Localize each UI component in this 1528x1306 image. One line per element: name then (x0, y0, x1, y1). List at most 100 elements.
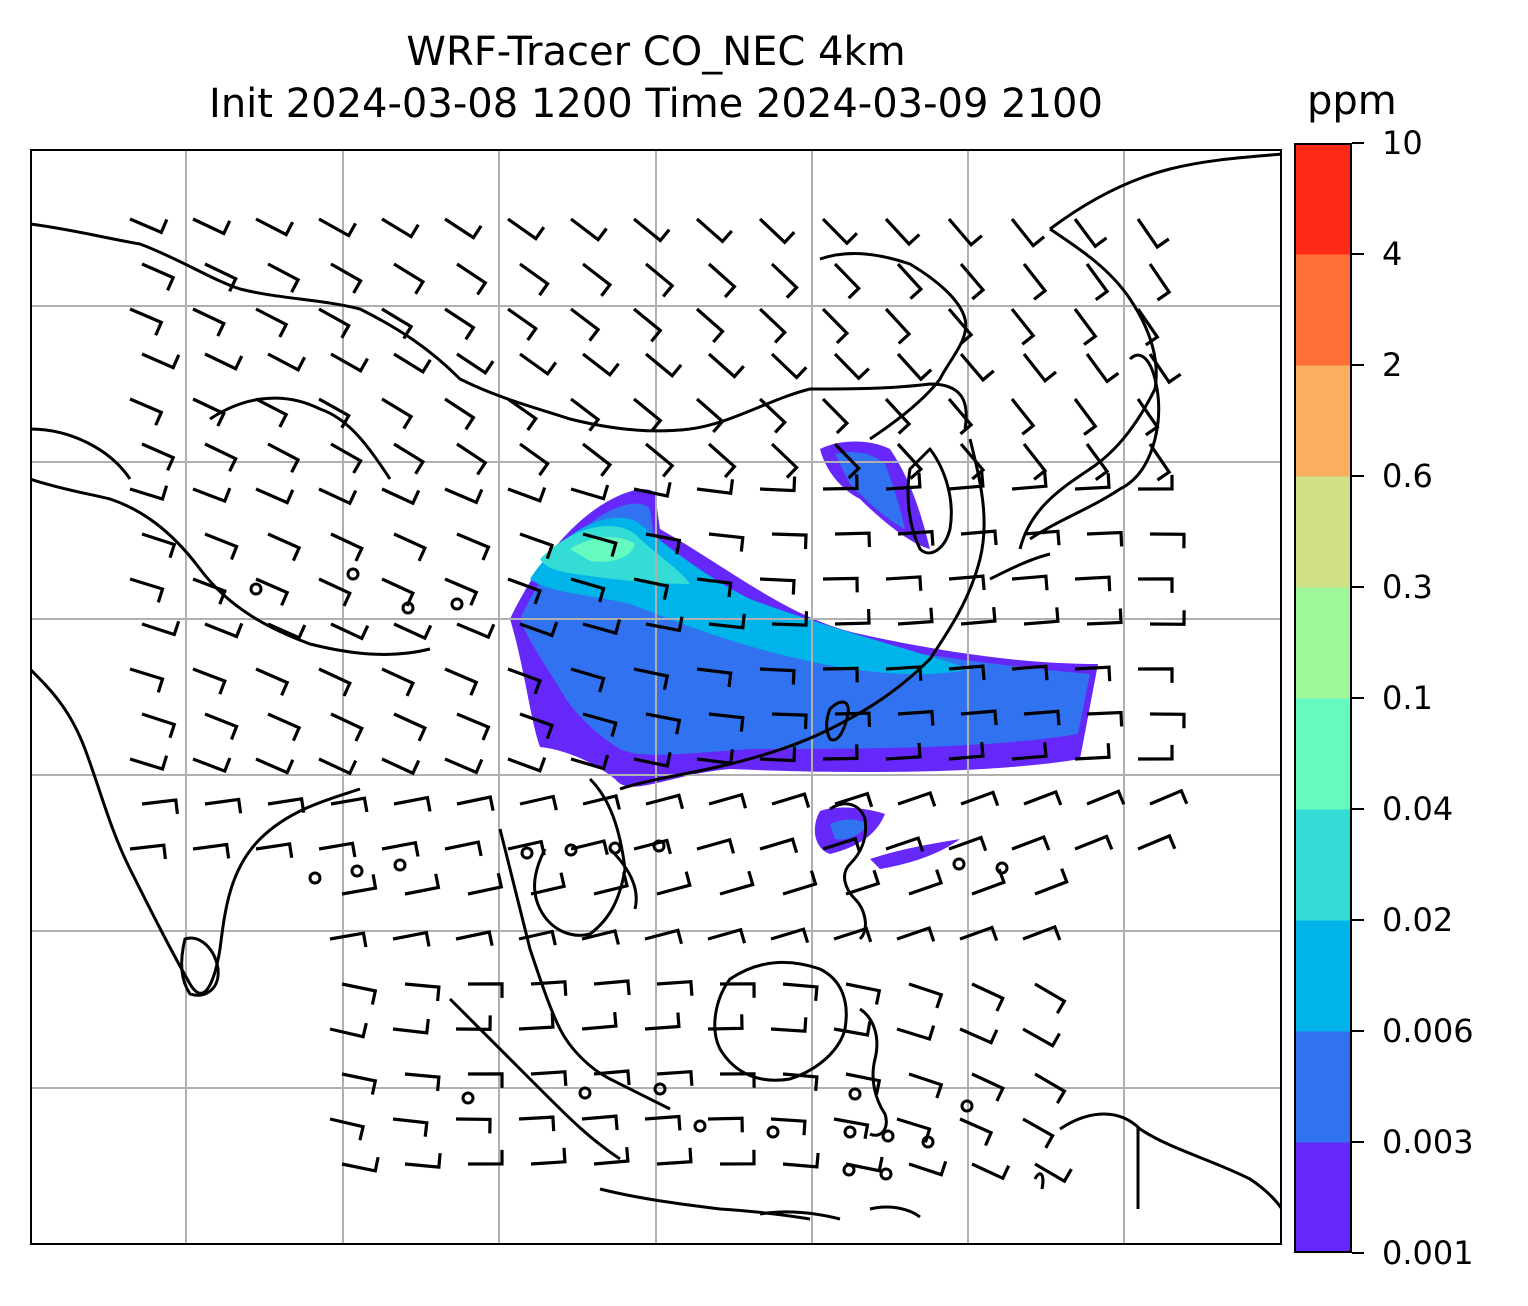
colorbar-tick-label: 10 (1382, 124, 1423, 162)
wind-barb (329, 1117, 366, 1141)
wind-barb (1074, 834, 1114, 851)
colorbar-swatch (1294, 1142, 1352, 1253)
wind-barb (455, 1117, 492, 1134)
wind-barb (404, 982, 441, 1002)
wind-barb (1137, 744, 1174, 761)
wind-barb (821, 307, 850, 345)
wind-barb (192, 397, 226, 427)
wind-barb (1148, 263, 1172, 302)
calm-markers (249, 567, 1009, 1181)
wind-barb (1149, 712, 1186, 729)
wind-barb (696, 749, 735, 765)
plume-north-core (835, 452, 905, 529)
wind-barb (318, 577, 352, 607)
wind-barb (141, 352, 181, 370)
plume-core-philippines (830, 819, 868, 840)
wind-barb (645, 616, 684, 633)
wind-barb (1149, 788, 1189, 806)
wind-barb (1086, 608, 1123, 626)
wind-barb (192, 757, 232, 774)
wind-barb (959, 925, 999, 942)
wind-barb (456, 795, 495, 812)
wind-barb (833, 262, 861, 300)
colorbar-tick-label: 0.006 (1382, 1012, 1474, 1050)
wind-barb (381, 397, 414, 430)
wind-barb (645, 532, 682, 555)
wind-barb (758, 397, 787, 434)
plume-band-4 (570, 537, 635, 562)
wind-barb (960, 790, 1000, 807)
wind-barb (770, 927, 810, 944)
wind-barb (1149, 610, 1186, 626)
wind-barb (959, 352, 995, 383)
colorbar-tick (1352, 697, 1364, 699)
wind-barb (581, 1114, 619, 1131)
wind-barb (570, 754, 610, 771)
wind-barb (959, 1117, 994, 1147)
wind-barb (204, 797, 243, 814)
wind-barb (570, 397, 601, 432)
wind-barb (255, 577, 290, 607)
wind-barb (708, 532, 745, 552)
wind-barb (896, 442, 924, 480)
wind-barb (1136, 308, 1160, 347)
wind-barb (204, 532, 239, 561)
wind-barb (633, 667, 670, 691)
wind-barb (960, 709, 998, 726)
wind-barb (782, 982, 819, 1002)
wind-barb (519, 532, 555, 560)
wind-barb (570, 667, 606, 693)
wind-barb (129, 667, 165, 693)
colorbar-tick-label: 0.02 (1382, 901, 1454, 939)
wind-barb (897, 529, 935, 546)
wind-barb (593, 979, 631, 996)
wind-barb (318, 397, 351, 429)
wind-barb (719, 870, 755, 896)
wind-barb (759, 476, 797, 493)
plume-philippines-tail (870, 839, 960, 869)
wind-barb (1086, 530, 1124, 547)
wind-barb (822, 836, 862, 853)
colorbar-tick (1352, 142, 1364, 144)
wind-barb (341, 1156, 380, 1173)
wind-barb (381, 757, 421, 776)
wind-barb (507, 397, 539, 432)
wind-barb (947, 217, 983, 248)
wind-barb (885, 575, 923, 591)
wind-barb (530, 1070, 568, 1086)
wind-barb (896, 352, 933, 382)
colorbar-swatch (1294, 809, 1352, 921)
wind-barb (758, 307, 787, 344)
wind-barb (330, 712, 364, 742)
wind-barb (593, 871, 629, 896)
wind-barb (770, 442, 799, 479)
wind-barb (644, 352, 683, 378)
wind-barb (948, 574, 986, 591)
wind-barb (782, 1072, 819, 1092)
wind-barb (1136, 398, 1160, 437)
wind-barb (318, 217, 357, 238)
wind-barb (644, 1012, 681, 1031)
wind-barb (845, 1156, 884, 1173)
wind-barb (656, 1147, 693, 1166)
wind-barb (519, 262, 550, 297)
wind-barb (645, 793, 685, 810)
wind-barb (1137, 474, 1174, 491)
wind-barb (908, 1072, 944, 1099)
wind-barb (330, 442, 363, 474)
wind-barb (141, 262, 176, 292)
wind-barb (381, 217, 420, 239)
wind-barb (1022, 353, 1057, 383)
wind-barb (707, 352, 745, 379)
wind-barb (444, 487, 484, 505)
wind-barb (695, 397, 725, 434)
wind-barb (192, 487, 232, 504)
colorbar-tick (1352, 475, 1364, 477)
wind-barb (708, 613, 746, 630)
wind-barb (404, 1072, 441, 1092)
wind-barb (1011, 472, 1048, 491)
wind-barb (696, 837, 736, 854)
wind-barb (507, 487, 547, 503)
wind-barb (318, 307, 351, 339)
wind-barb (570, 217, 608, 242)
